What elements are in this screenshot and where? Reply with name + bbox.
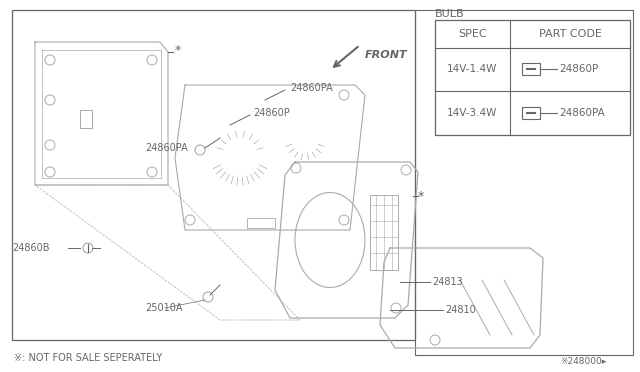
Text: 24860PA: 24860PA [145,143,188,153]
Text: 24860B: 24860B [12,243,49,253]
Bar [370,195,398,270]
Text: 14V-1.4W: 14V-1.4W [447,64,498,74]
Bar [12,10,415,340]
Bar [522,63,540,75]
Text: ※: NOT FOR SALE SEPERATELY: ※: NOT FOR SALE SEPERATELY [14,353,163,363]
Text: 24860P: 24860P [253,108,290,118]
Text: 24860PA: 24860PA [290,83,333,93]
Text: FRONT: FRONT [365,50,408,60]
Text: 14V-3.4W: 14V-3.4W [447,108,498,118]
Text: 24860P: 24860P [559,64,598,74]
Bar [80,110,92,128]
Text: 24860PA: 24860PA [559,108,605,118]
Text: PART CODE: PART CODE [539,29,602,39]
Text: SPEC: SPEC [458,29,487,39]
Bar [522,107,540,119]
Bar [415,10,633,355]
Text: 24810: 24810 [445,305,476,315]
Text: ※248000▸: ※248000▸ [560,357,606,366]
Bar [435,20,630,135]
Text: 24813: 24813 [432,277,463,287]
Text: *: * [418,189,424,202]
Text: 25010A: 25010A [145,303,182,313]
Text: BULB: BULB [435,9,465,19]
Bar [247,218,275,228]
Text: *: * [175,44,181,57]
